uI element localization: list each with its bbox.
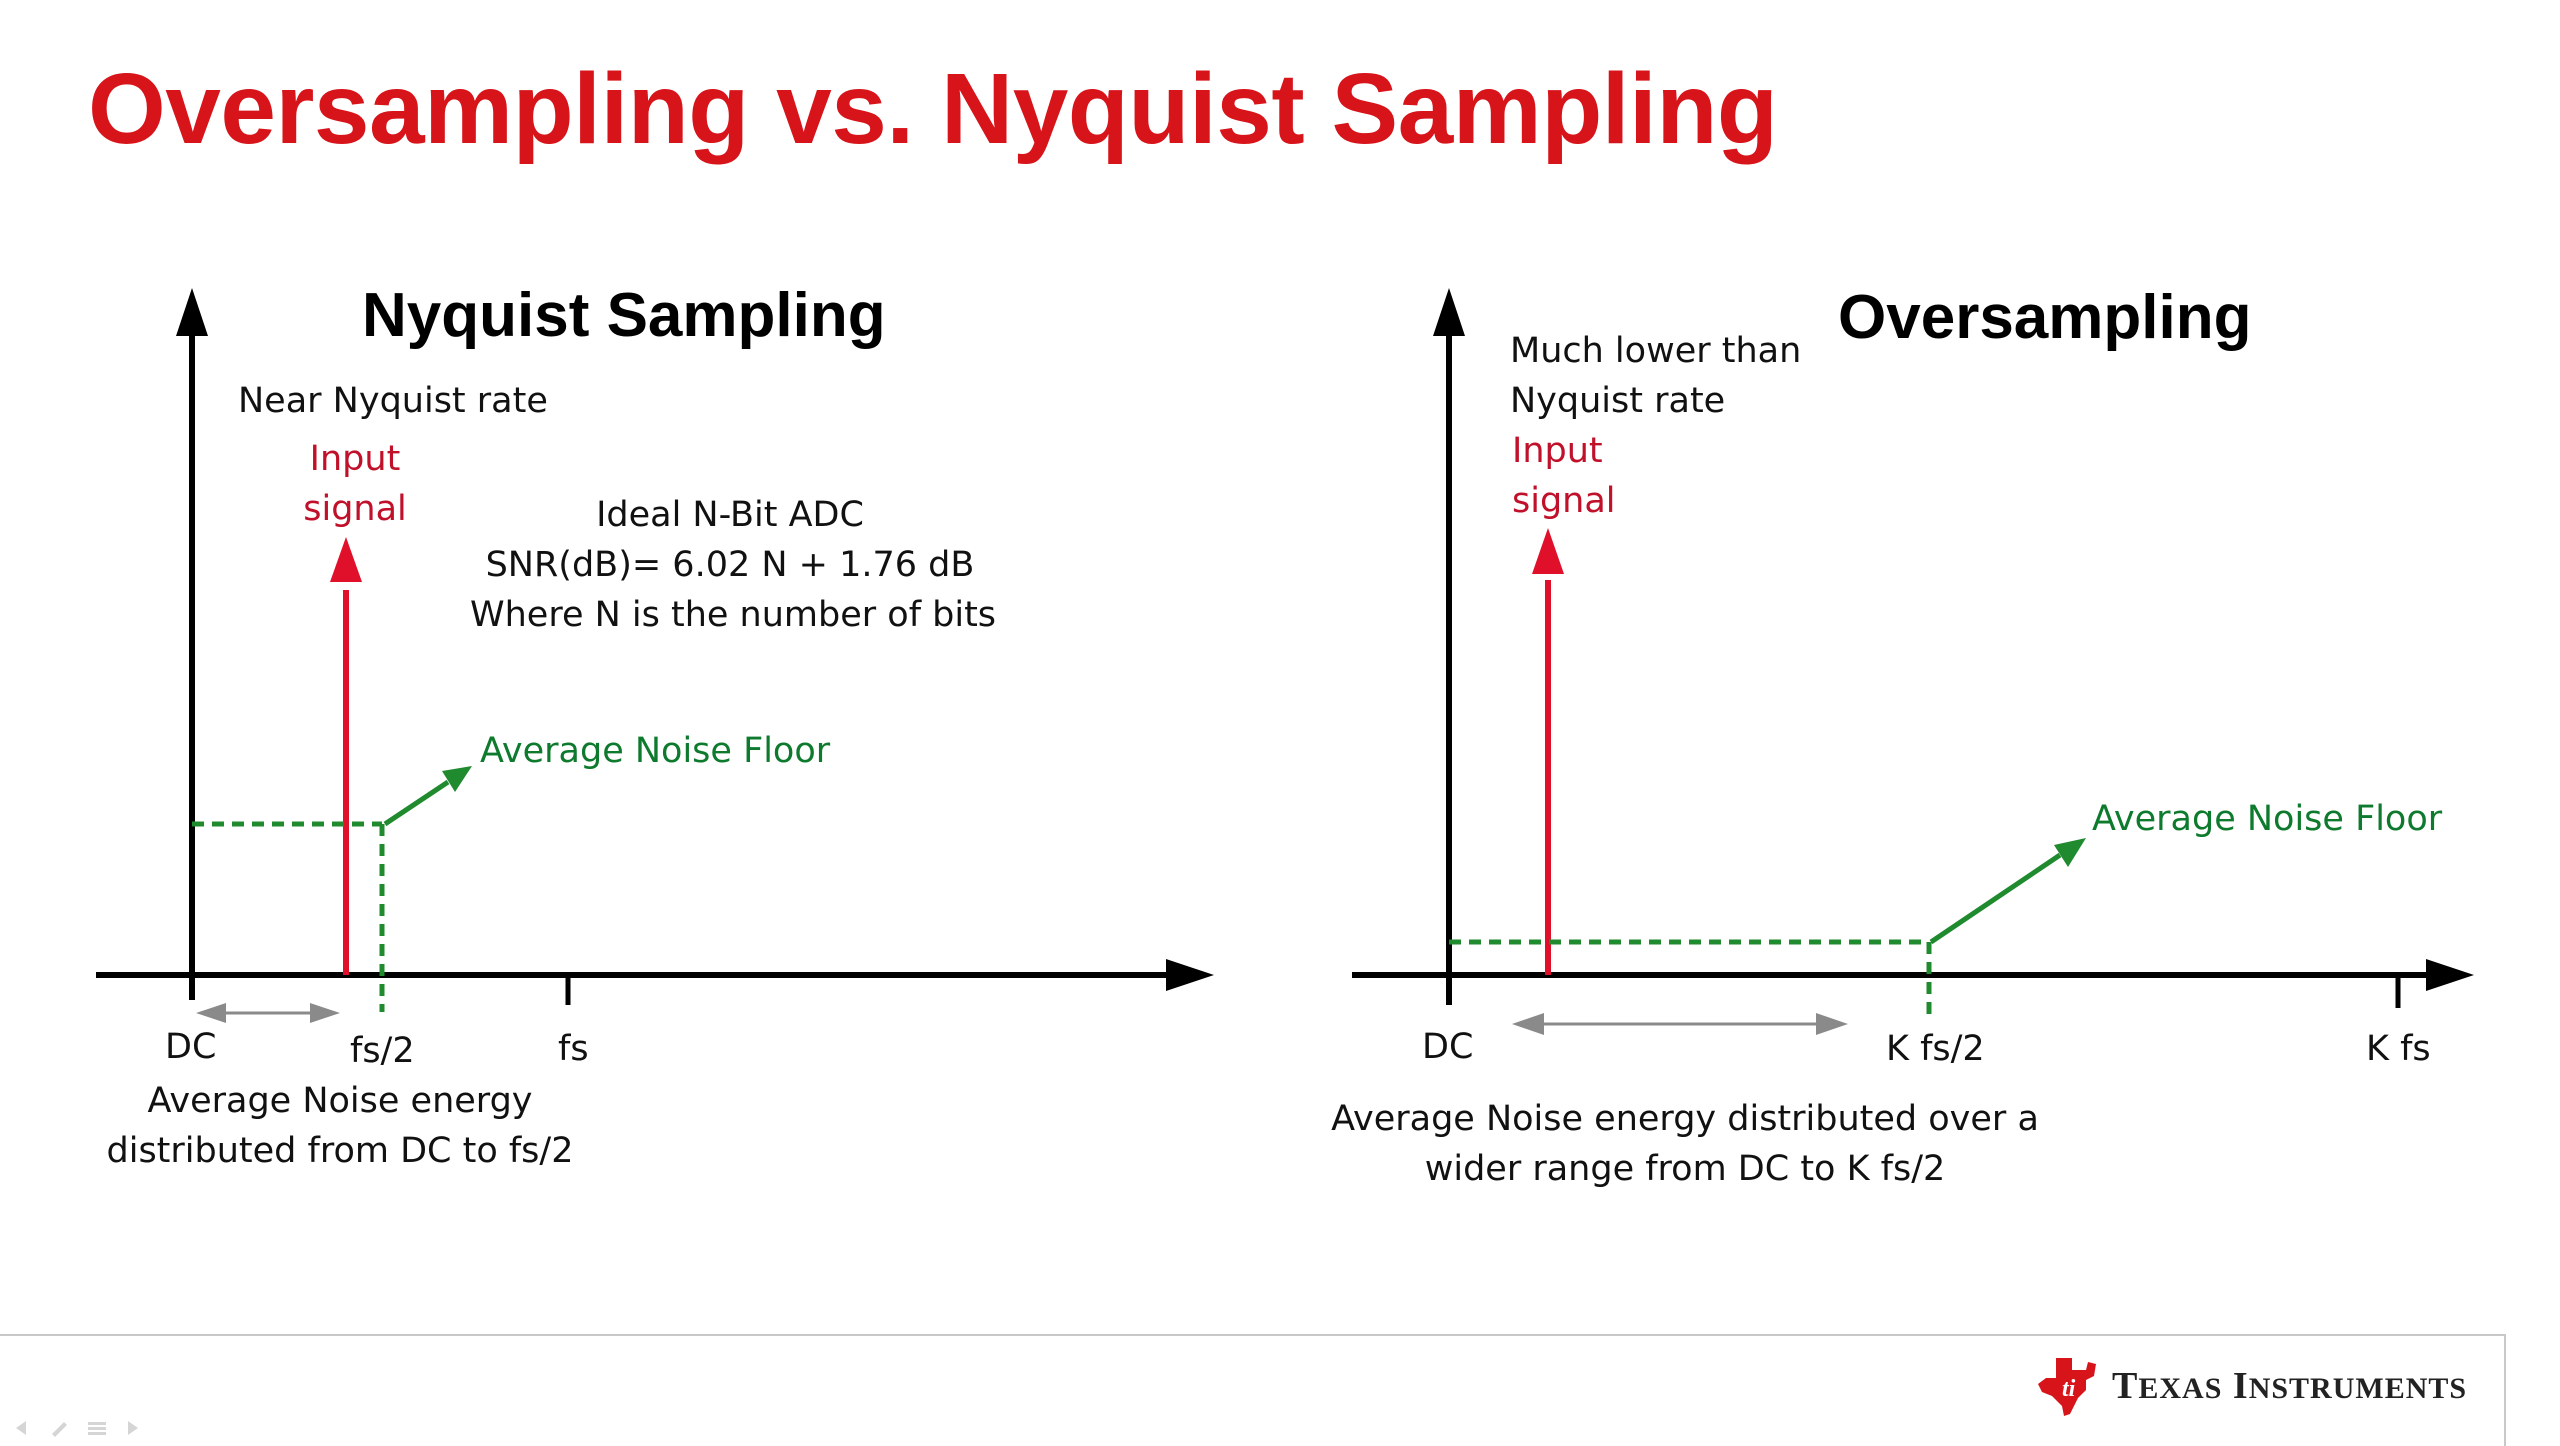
oversampling-input-line2: signal — [1512, 481, 1616, 521]
nyquist-input-signal-arrow — [330, 537, 362, 975]
oversampling-y-axis — [1433, 288, 1465, 1005]
nyquist-tick-half-label: fs/2 — [350, 1031, 415, 1071]
adc-formula-block: Ideal N-Bit ADC SNR(dB)= 6.02 N + 1.76 d… — [470, 490, 997, 640]
nyquist-x-axis — [96, 959, 1214, 991]
nyquist-noise-arrow-icon — [383, 766, 472, 827]
nyquist-caption: Average Noise energy distributed from DC… — [90, 1076, 590, 1176]
toolbar-menu-icon[interactable] — [88, 1422, 106, 1435]
slide-title: Oversampling vs. Nyquist Sampling — [88, 53, 1778, 165]
nyquist-panel-title: Nyquist Sampling — [362, 281, 886, 350]
oversampling-panel-title: Oversampling — [1838, 283, 2252, 352]
oversampling-rate-label: Much lower than Nyquist rate — [1510, 326, 1801, 426]
oversampling-noise-arrow-icon — [1929, 838, 2086, 945]
oversampling-x-axis — [1352, 959, 2474, 991]
oversampling-range-arrow — [1512, 1013, 1848, 1035]
oversampling-input-signal-label: Input signal — [1512, 426, 1616, 526]
nyquist-caption-line2: distributed from DC to fs/2 — [106, 1131, 574, 1171]
brand-t: T — [2112, 1365, 2139, 1407]
oversampling-noise-floor — [1449, 939, 1932, 1014]
oversampling-caption: Average Noise energy distributed over a … — [1330, 1094, 2040, 1194]
nyquist-tick-dc-label: DC — [165, 1027, 217, 1067]
oversampling-noise-floor-label: Average Noise Floor — [2092, 799, 2443, 839]
nyquist-tick-fs-label: fs — [558, 1029, 589, 1069]
toolbar-pen-icon[interactable] — [52, 1422, 67, 1437]
oversampling-tick-dc-label: DC — [1422, 1027, 1474, 1067]
nyquist-input-signal-label: Input signal — [290, 434, 420, 534]
svg-text:ti: ti — [2062, 1376, 2076, 1402]
nyquist-range-arrow — [196, 1003, 340, 1023]
oversampling-caption-line2: wider range from DC to K fs/2 — [1424, 1149, 1946, 1189]
nyquist-y-axis — [176, 288, 208, 1000]
toolbar-next-icon[interactable] — [128, 1421, 138, 1435]
footer-bar — [0, 1334, 2506, 1446]
nyquist-input-line2: signal — [303, 489, 407, 529]
oversampling-rate-line1: Much lower than — [1510, 331, 1802, 371]
toolbar-prev-icon[interactable] — [16, 1421, 26, 1435]
adc-note: Where N is the number of bits — [470, 595, 997, 635]
oversampling-input-signal-arrow — [1532, 528, 1564, 975]
texas-instruments-wordmark: TEXAS INSTRUMENTS — [2112, 1364, 2467, 1408]
oversampling-tick-half-label: K fs/2 — [1886, 1029, 1985, 1069]
oversampling-rate-line2: Nyquist rate — [1510, 381, 1726, 421]
adc-title: Ideal N-Bit ADC — [596, 495, 864, 535]
oversampling-tick-kfs-label: K fs — [2366, 1029, 2431, 1069]
brand-exas: EXAS — [2138, 1372, 2223, 1405]
nyquist-noise-floor-label: Average Noise Floor — [480, 731, 831, 771]
oversampling-input-line1: Input — [1512, 431, 1603, 471]
nyquist-input-line1: Input — [309, 439, 401, 479]
oversampling-caption-line1: Average Noise energy distributed over a — [1331, 1099, 2039, 1139]
nyquist-rate-label: Near Nyquist rate — [238, 381, 548, 421]
nyquist-caption-line1: Average Noise energy — [147, 1081, 533, 1121]
adc-snr-formula: SNR(dB)= 6.02 N + 1.76 dB — [485, 545, 975, 585]
brand-i: I — [2232, 1365, 2249, 1407]
brand-nstruments: NSTRUMENTS — [2248, 1372, 2468, 1405]
nyquist-noise-floor — [192, 821, 385, 1012]
presentation-toolbar[interactable] — [12, 1418, 172, 1438]
texas-instruments-logo-icon: ti — [2038, 1358, 2096, 1416]
